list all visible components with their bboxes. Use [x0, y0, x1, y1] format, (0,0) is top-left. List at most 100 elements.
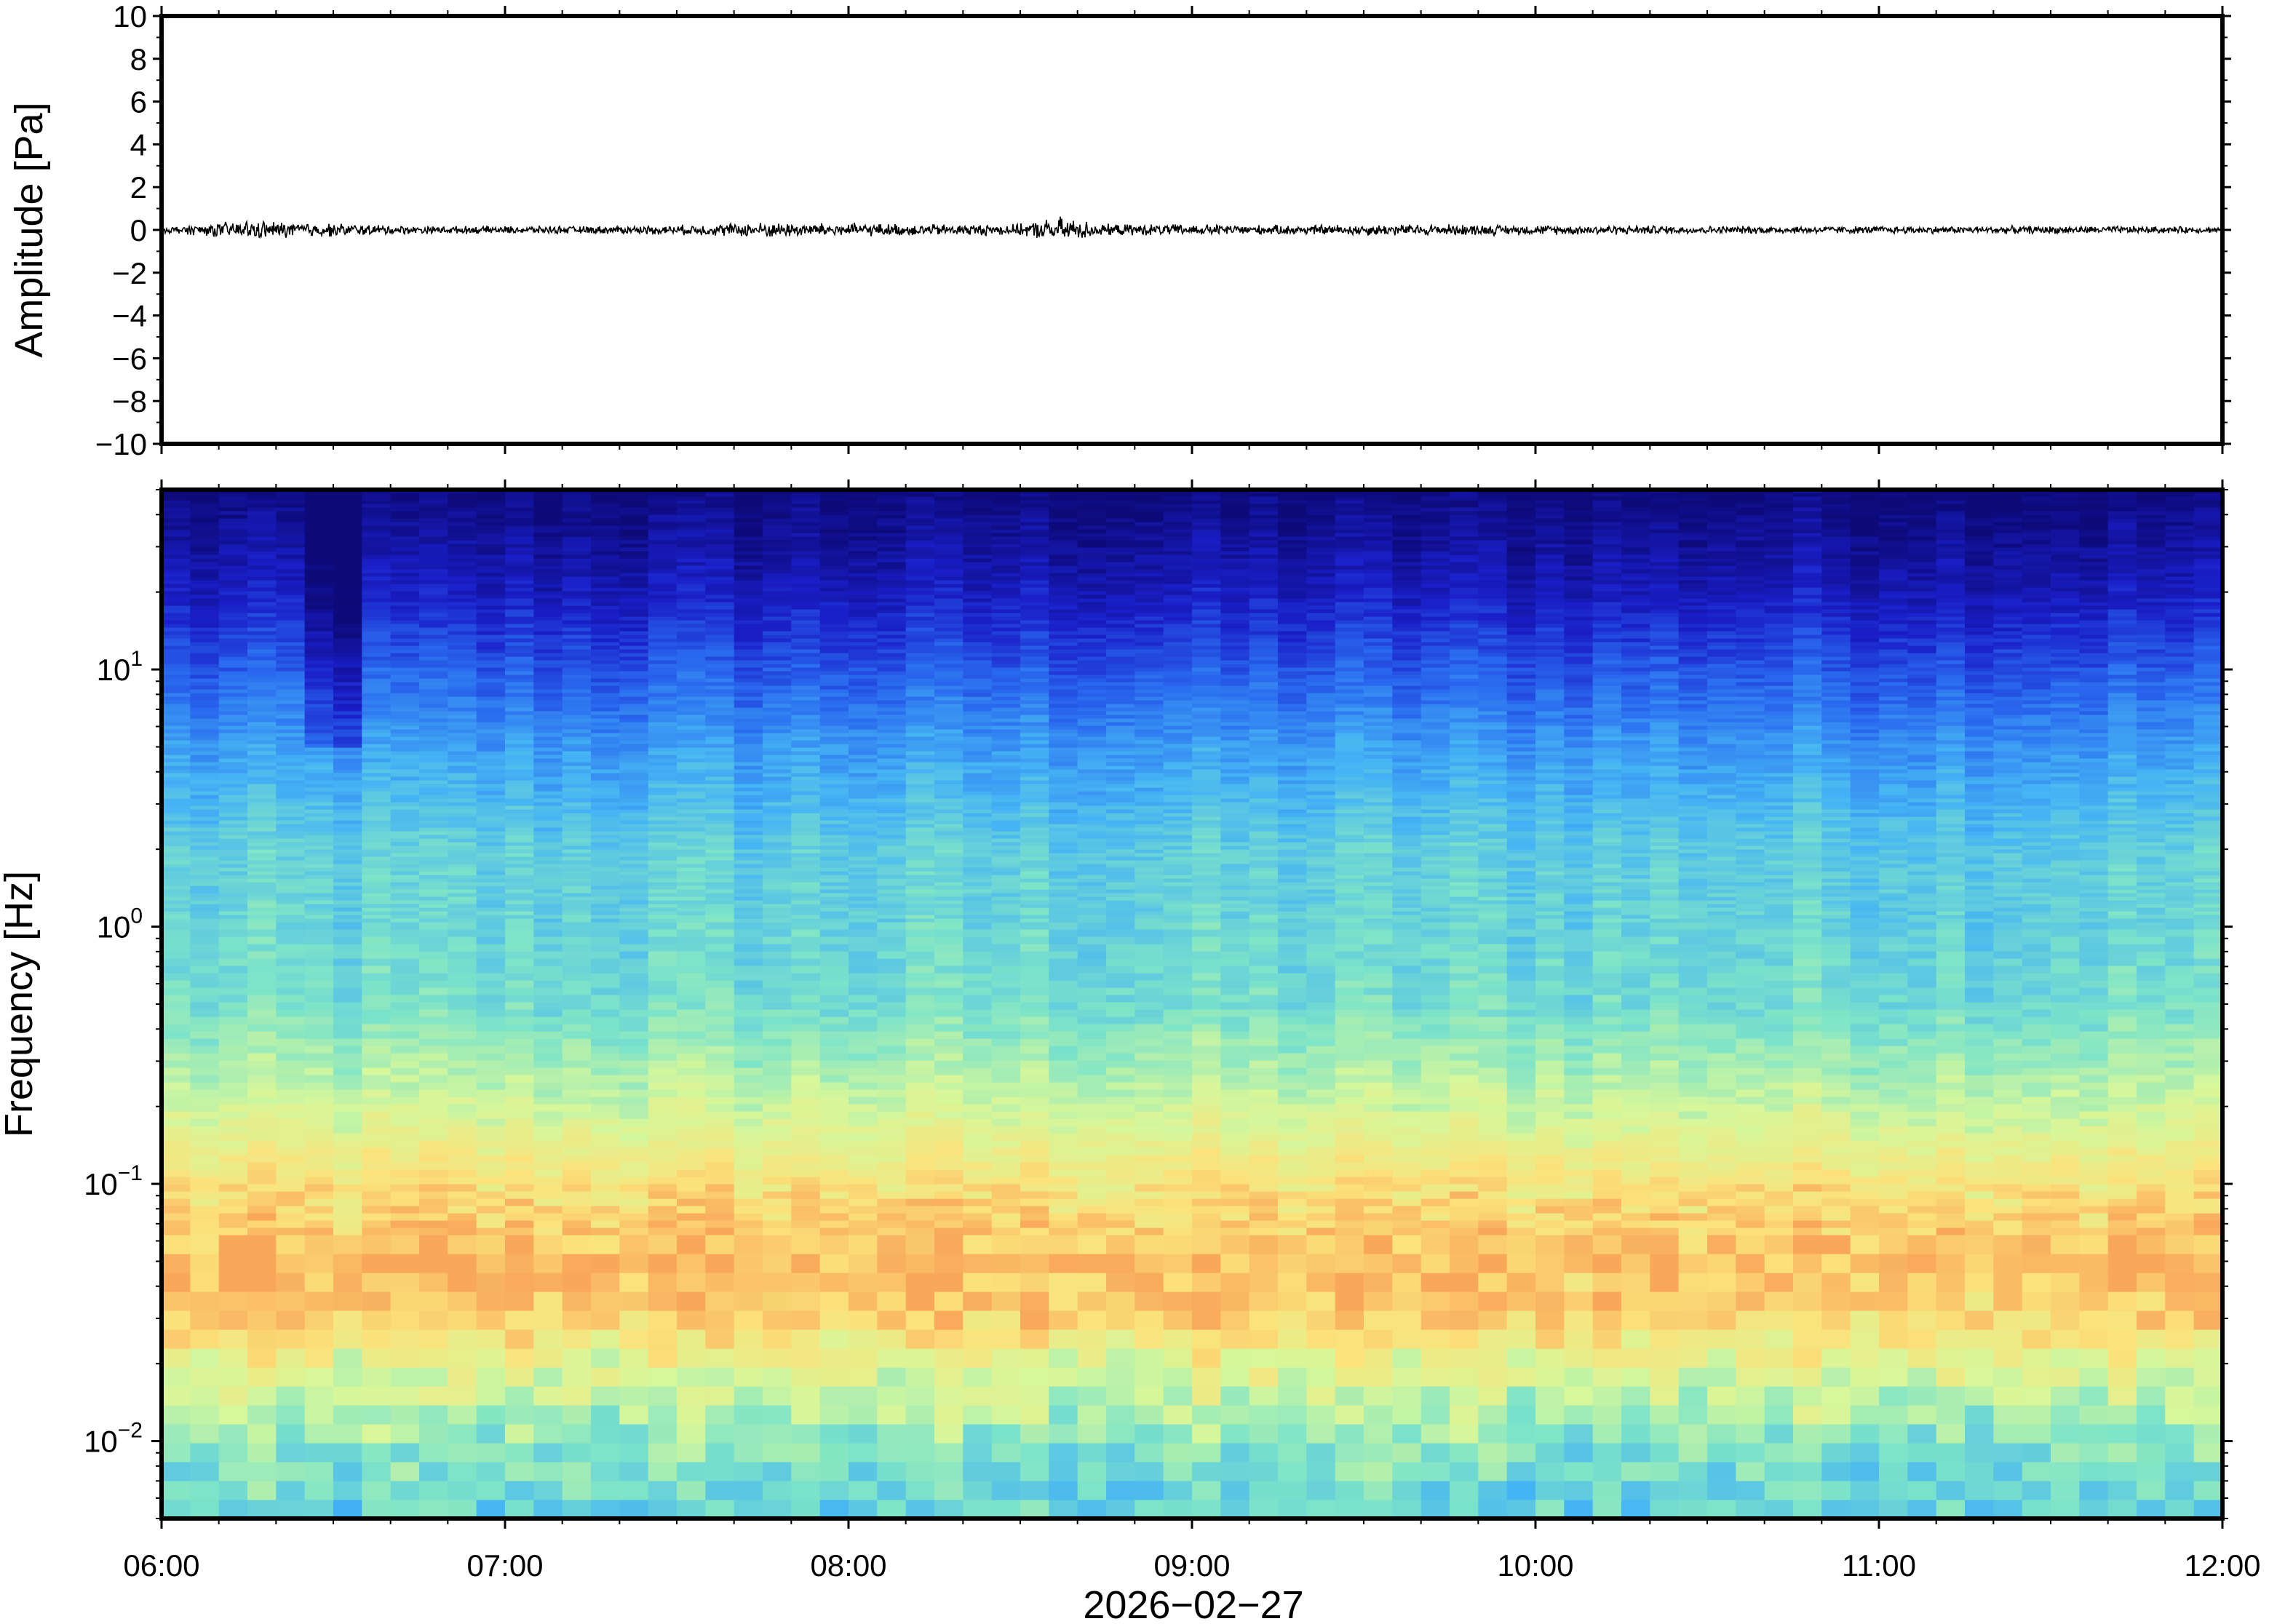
spectrogram-cell — [419, 918, 448, 923]
spectrogram-cell — [476, 755, 506, 759]
spectrogram-cell — [591, 856, 620, 861]
spectrogram-cell — [505, 1291, 534, 1311]
spectrogram-cell — [162, 824, 191, 828]
spectrogram-cell — [419, 624, 448, 628]
spectrogram-cell — [505, 602, 534, 606]
spectrogram-cell — [591, 1348, 620, 1368]
spectrogram-cell — [819, 1031, 849, 1039]
spectrogram-cell — [247, 1220, 277, 1228]
spectrogram-cell — [304, 820, 334, 824]
spectrogram-cell — [648, 878, 677, 883]
spectrogram-cell — [390, 605, 420, 610]
spectrogram-cell — [819, 1060, 849, 1068]
spectrogram-cell — [562, 631, 592, 635]
spectrogram-cell — [905, 518, 935, 522]
spectrogram-cell — [390, 1162, 420, 1170]
spectrogram-cell — [533, 765, 563, 770]
spectrogram-cell — [791, 569, 821, 573]
spectrogram-cell — [190, 536, 220, 541]
spectrogram-cell — [390, 1177, 420, 1185]
spectrogram-cell — [505, 1367, 534, 1387]
spectrogram-cell — [734, 958, 763, 966]
spectrogram-cell — [448, 1126, 477, 1134]
spectrogram-cell — [819, 682, 849, 686]
spectrogram-cell — [619, 871, 649, 875]
spectrogram-cell — [734, 656, 763, 661]
spectrogram-cell — [877, 511, 907, 515]
spectrogram-cell — [276, 634, 306, 639]
spectrogram-cell — [763, 900, 792, 904]
spectrogram-cell — [304, 791, 334, 795]
spectrogram-cell — [505, 893, 534, 897]
spectrogram-cell — [648, 725, 677, 730]
spectrogram-cell — [362, 1227, 392, 1235]
spectrogram-cell — [562, 671, 592, 675]
spectrogram-cell — [648, 1184, 677, 1192]
spectrogram-cell — [763, 678, 792, 682]
spectrogram-cell — [619, 729, 649, 733]
spectrogram-cell — [362, 503, 392, 508]
spectrogram-cell — [849, 889, 878, 893]
spectrogram-cell — [562, 1500, 592, 1518]
spectrogram-cell — [419, 1053, 448, 1061]
spectrogram-cell — [562, 594, 592, 599]
spectrogram-cell — [763, 551, 792, 555]
spectrogram-cell — [190, 915, 220, 919]
spectrogram-cell — [448, 584, 477, 588]
spectrogram-cell — [362, 536, 392, 541]
spectrogram-cell — [390, 507, 420, 512]
spectrogram-cell — [619, 1046, 649, 1054]
spectrogram-cell — [791, 958, 821, 966]
spectrogram-cell — [677, 693, 706, 697]
spectrogram-cell — [705, 547, 735, 552]
spectrogram-cell — [849, 715, 878, 719]
spectrogram-cell — [648, 824, 677, 828]
spectrogram-cell — [218, 995, 248, 1003]
spectrogram-cell — [247, 511, 277, 515]
spectrogram-cell — [677, 878, 706, 883]
spectrogram-cell — [419, 627, 448, 632]
spectrogram-cell — [905, 849, 935, 853]
spectrogram-cell — [390, 780, 420, 784]
spectrogram-cell — [763, 634, 792, 639]
spectrogram-cell — [190, 987, 220, 995]
spectrogram-cell — [619, 594, 649, 599]
spectrogram-cell — [591, 605, 620, 610]
spectrogram-cell — [819, 736, 849, 741]
spectrogram-cell — [448, 667, 477, 672]
spectrogram-cell — [734, 966, 763, 974]
spectrogram-cell — [905, 1198, 935, 1206]
spectrogram-cell — [763, 1198, 792, 1206]
spectrogram-cell — [905, 860, 935, 864]
spectrogram-cell — [218, 1220, 248, 1228]
spectrogram-cell — [247, 547, 277, 552]
spectrogram-cell — [533, 889, 563, 893]
spectrogram-cell — [162, 882, 191, 886]
spectrogram-cell — [905, 795, 935, 799]
spectrogram-cell — [562, 1162, 592, 1170]
spectrogram-cell — [877, 951, 907, 959]
spectrogram-cell — [619, 1031, 649, 1039]
spectrogram-cell — [162, 562, 191, 566]
spectrogram-cell — [505, 496, 534, 501]
spectrogram-cell — [734, 1500, 763, 1518]
spectrogram-cell — [448, 518, 477, 522]
spectrogram-cell — [533, 598, 563, 602]
spectrogram-cell — [905, 805, 935, 810]
spectrogram-cell — [419, 602, 448, 606]
spectrogram-cell — [448, 598, 477, 602]
spectrogram-cell — [476, 533, 506, 537]
spectrogram-cell — [276, 653, 306, 657]
spectrogram-cell — [791, 507, 821, 512]
spectrogram-cell — [791, 696, 821, 701]
spectrogram-cell — [763, 544, 792, 548]
spectrogram-cell — [562, 875, 592, 879]
spectrogram-cell — [448, 755, 477, 759]
spectrogram-cell — [362, 787, 392, 792]
spectrogram-cell — [791, 751, 821, 755]
spectrogram-cell — [648, 493, 677, 497]
spectrogram-cell — [791, 1147, 821, 1155]
spectrogram-cell — [247, 904, 277, 908]
spectrogram-cell — [505, 765, 534, 770]
spectrogram-cell — [247, 507, 277, 512]
